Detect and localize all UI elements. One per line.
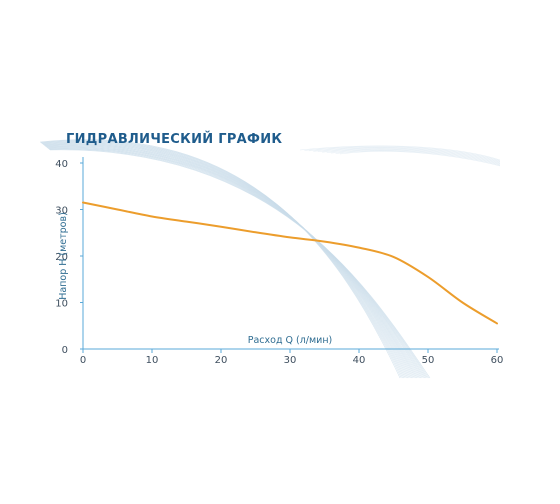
decorative-wave-line	[339, 151, 501, 167]
decorative-wave-line	[304, 146, 501, 161]
x-tick-label: 60	[491, 355, 504, 366]
decorative-wave-line	[322, 148, 501, 164]
decorative-wave-line	[331, 149, 501, 165]
y-tick-label: 10	[55, 299, 68, 310]
x-ticks: 0 10 20 30 40 50 60	[80, 349, 504, 366]
decorative-wave-line	[335, 150, 501, 166]
decorative-wave-line	[308, 146, 501, 162]
x-tick-label: 40	[353, 355, 366, 366]
decorative-wave-line	[299, 145, 501, 161]
x-tick-label: 30	[284, 355, 297, 366]
decorative-wave-line	[313, 147, 501, 163]
x-axis-label: Расход Q (л/мин)	[248, 335, 333, 346]
x-tick-label: 10	[146, 355, 159, 366]
y-ticks: 0 10 20 30 40	[55, 159, 83, 356]
decorative-wave-lines	[39, 139, 501, 379]
y-tick-label: 0	[62, 345, 68, 356]
decorative-wave-line	[49, 149, 431, 379]
axes	[82, 157, 499, 350]
decorative-wave-line	[46, 146, 420, 379]
y-tick-label: 30	[55, 206, 68, 217]
decorative-wave-line	[326, 149, 501, 165]
chart-title: ГИДРАВЛИЧЕСКИЙ ГРАФИК	[66, 131, 282, 147]
y-axis-label: Напор Н (метров)	[58, 212, 69, 300]
x-tick-label: 20	[215, 355, 228, 366]
series-layer	[82, 201, 498, 325]
decorative-wave-line	[317, 148, 501, 163]
x-tick-label: 0	[80, 355, 86, 366]
y-tick-label: 20	[55, 252, 68, 263]
y-tick-label: 40	[55, 159, 68, 170]
x-tick-label: 50	[422, 355, 435, 366]
series-line	[82, 201, 498, 325]
